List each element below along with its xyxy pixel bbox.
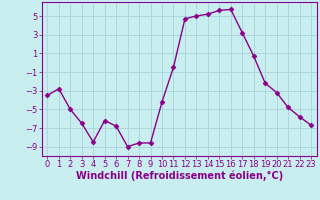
X-axis label: Windchill (Refroidissement éolien,°C): Windchill (Refroidissement éolien,°C) (76, 171, 283, 181)
